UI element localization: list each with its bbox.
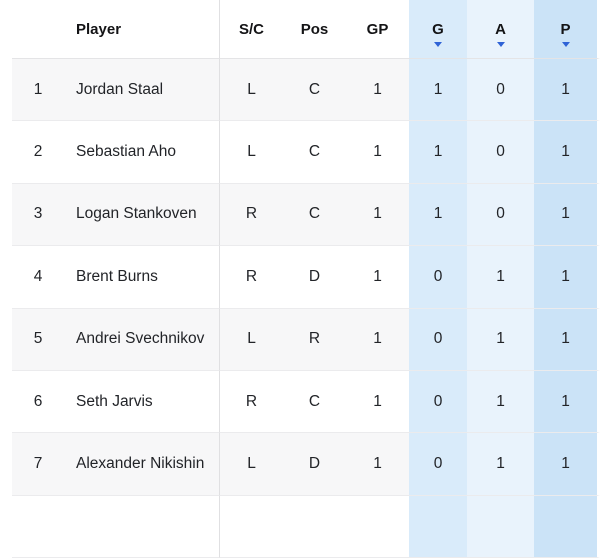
table-row: 1 Jordan Staal L C 1 1 0 1 (12, 59, 600, 122)
points-cell: 1 (534, 183, 600, 247)
shoots-catches-cell: L (220, 433, 283, 496)
goals-cell: 1 (409, 121, 467, 184)
shoots-catches-cell: R (220, 183, 283, 247)
goals-cell: 0 (409, 308, 467, 371)
column-header-player[interactable]: Player (64, 0, 220, 59)
assists-cell: 1 (467, 433, 534, 496)
assists-cell: 0 (467, 121, 534, 184)
shoots-catches-cell (220, 495, 283, 558)
rank-cell: 5 (12, 308, 64, 371)
games-played-cell: 1 (346, 370, 409, 434)
player-name-cell[interactable]: Sebastian Aho (64, 121, 220, 184)
sortable-header: G (409, 12, 467, 47)
points-cell: 1 (534, 121, 600, 184)
position-cell: C (283, 183, 346, 247)
player-name-cell[interactable]: Andrei Svechnikov (64, 308, 220, 371)
column-header-label: GP (366, 20, 389, 38)
sortable-header: P (534, 12, 597, 47)
goals-cell: 0 (409, 246, 467, 309)
column-header-shoots-catches[interactable]: S/C (220, 0, 283, 59)
points-cell (534, 495, 600, 558)
table-row: 5 Andrei Svechnikov L R 1 0 1 1 (12, 308, 600, 371)
rank-cell: 7 (12, 433, 64, 496)
column-header-label: Pos (300, 20, 329, 38)
column-header-label: G (432, 20, 444, 38)
player-name-cell[interactable]: Jordan Staal (64, 59, 220, 122)
rank-cell: 6 (12, 370, 64, 434)
games-played-cell: 1 (346, 183, 409, 247)
column-header-label: A (495, 20, 506, 38)
rank-cell (12, 495, 64, 558)
points-cell: 1 (534, 59, 600, 122)
sortable-header: A (467, 12, 534, 47)
player-name-cell[interactable]: Alexander Nikishin (64, 433, 220, 496)
shoots-catches-cell: L (220, 121, 283, 184)
position-cell: C (283, 370, 346, 434)
points-cell: 1 (534, 246, 600, 309)
games-played-cell: 1 (346, 59, 409, 122)
rank-cell: 3 (12, 183, 64, 247)
assists-cell: 1 (467, 370, 534, 434)
column-header-label: S/C (238, 20, 264, 38)
shoots-catches-cell: L (220, 308, 283, 371)
assists-cell: 1 (467, 246, 534, 309)
assists-cell (467, 495, 534, 558)
sort-down-icon (496, 41, 505, 47)
shoots-catches-cell: R (220, 246, 283, 309)
player-name-cell[interactable]: Seth Jarvis (64, 370, 220, 434)
table-row: 6 Seth Jarvis R C 1 0 1 1 (12, 370, 600, 434)
position-cell: D (283, 433, 346, 496)
column-header-points[interactable]: P (534, 0, 600, 59)
position-cell: C (283, 59, 346, 122)
games-played-cell: 1 (346, 121, 409, 184)
position-cell: R (283, 308, 346, 371)
goals-cell (409, 495, 467, 558)
column-header-goals[interactable]: G (409, 0, 467, 59)
column-header-position[interactable]: Pos (283, 0, 346, 59)
points-cell: 1 (534, 433, 600, 496)
header-row: Player S/C Pos GP G (12, 0, 600, 59)
table-row: 3 Logan Stankoven R C 1 1 0 1 (12, 183, 600, 247)
games-played-cell: 1 (346, 246, 409, 309)
sort-down-icon (434, 41, 442, 47)
table-row: 2 Sebastian Aho L C 1 1 0 1 (12, 121, 600, 184)
points-cell: 1 (534, 308, 600, 371)
position-cell: C (283, 121, 346, 184)
table-row: 4 Brent Burns R D 1 0 1 1 (12, 246, 600, 309)
table-body: 1 Jordan Staal L C 1 1 0 1 2 Sebastian A… (12, 59, 600, 558)
shoots-catches-cell: L (220, 59, 283, 122)
player-name-cell[interactable]: Logan Stankoven (64, 183, 220, 247)
column-header-label: Player (76, 20, 122, 38)
games-played-cell: 1 (346, 433, 409, 496)
rank-cell: 4 (12, 246, 64, 309)
goals-cell: 1 (409, 59, 467, 122)
table-row: 7 Alexander Nikishin L D 1 0 1 1 (12, 433, 600, 496)
player-name-cell[interactable]: Brent Burns (64, 246, 220, 309)
goals-cell: 0 (409, 433, 467, 496)
player-name-cell[interactable] (64, 495, 220, 558)
column-header-assists[interactable]: A (467, 0, 534, 59)
assists-cell: 1 (467, 308, 534, 371)
column-header-rank (12, 0, 64, 59)
column-header-games-played[interactable]: GP (346, 0, 409, 59)
player-stats-table: Player S/C Pos GP G (12, 0, 600, 558)
position-cell: D (283, 246, 346, 309)
rank-cell: 1 (12, 59, 64, 122)
table-row (12, 495, 600, 558)
games-played-cell (346, 495, 409, 558)
games-played-cell: 1 (346, 308, 409, 371)
column-header-label: P (560, 20, 571, 38)
goals-cell: 0 (409, 370, 467, 434)
position-cell (283, 495, 346, 558)
assists-cell: 0 (467, 59, 534, 122)
rank-cell: 2 (12, 121, 64, 184)
goals-cell: 1 (409, 183, 467, 247)
points-cell: 1 (534, 370, 600, 434)
assists-cell: 0 (467, 183, 534, 247)
shoots-catches-cell: R (220, 370, 283, 434)
sort-down-icon (561, 41, 570, 47)
